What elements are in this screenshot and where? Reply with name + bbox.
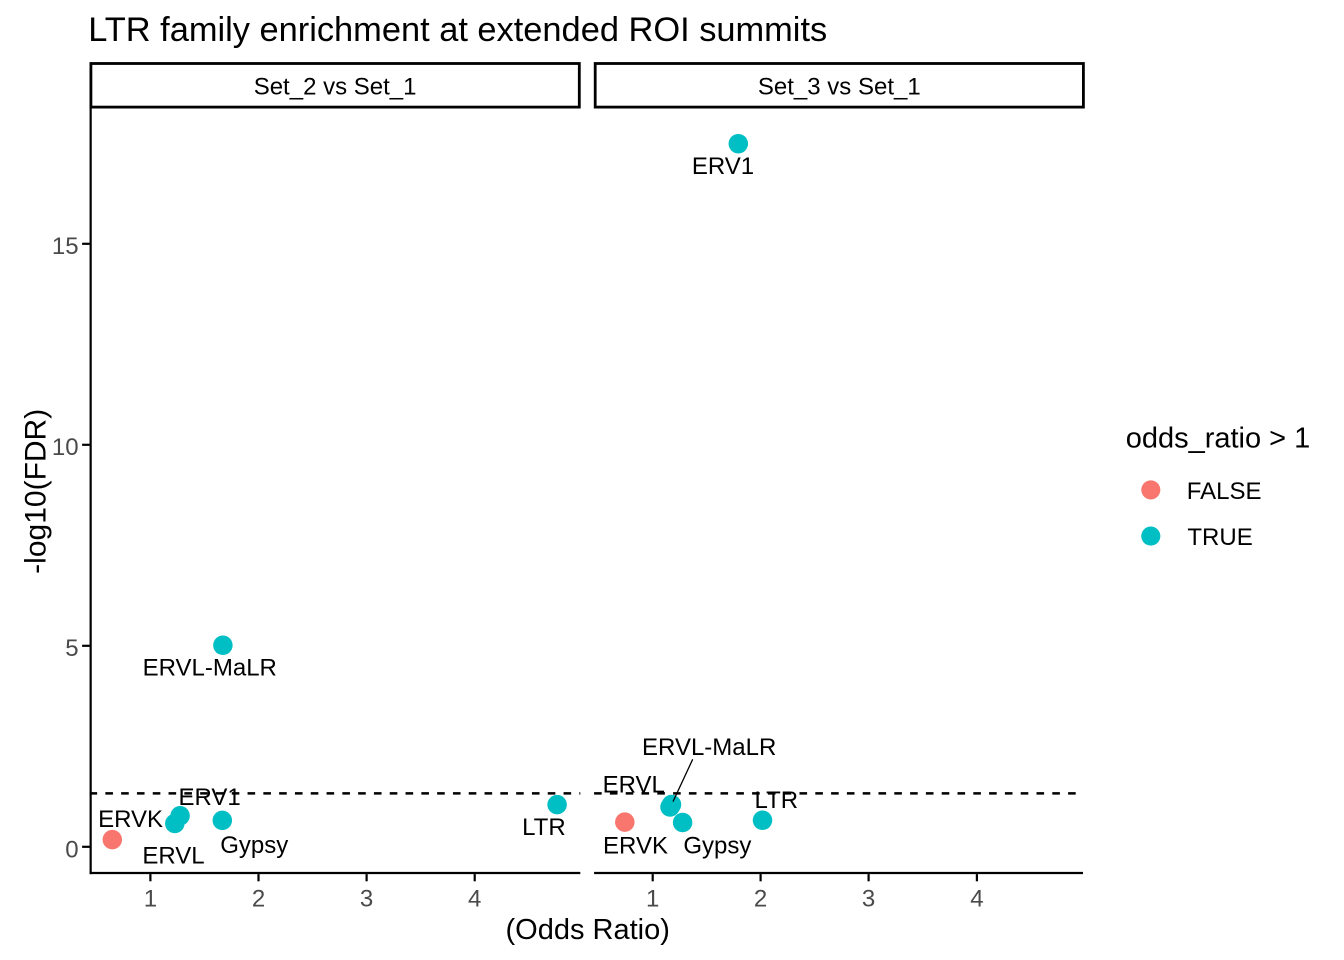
svg-text:(Odds Ratio): (Odds Ratio) — [506, 914, 670, 946]
svg-text:1: 1 — [144, 886, 157, 913]
svg-text:LTR family enrichment at exten: LTR family enrichment at extended ROI su… — [88, 11, 827, 49]
svg-text:TRUE: TRUE — [1187, 524, 1252, 551]
svg-text:ERV1: ERV1 — [692, 153, 754, 180]
svg-text:LTR: LTR — [755, 787, 799, 814]
svg-text:3: 3 — [862, 886, 875, 913]
svg-text:Set_3 vs Set_1: Set_3 vs Set_1 — [758, 73, 921, 100]
svg-text:2: 2 — [252, 886, 265, 913]
svg-text:3: 3 — [360, 886, 373, 913]
svg-text:4: 4 — [970, 886, 983, 913]
svg-text:Gypsy: Gypsy — [220, 832, 288, 859]
svg-text:ERVL: ERVL — [603, 771, 665, 798]
svg-text:4: 4 — [468, 886, 481, 913]
svg-text:15: 15 — [52, 233, 79, 260]
svg-text:ERV1: ERV1 — [178, 784, 240, 811]
svg-text:LTR: LTR — [522, 814, 566, 841]
svg-text:ERVL-MaLR: ERVL-MaLR — [642, 734, 776, 761]
svg-text:ERVL: ERVL — [142, 843, 204, 870]
svg-text:-log10(FDR): -log10(FDR) — [20, 409, 53, 574]
svg-text:Set_2 vs Set_1: Set_2 vs Set_1 — [254, 73, 417, 100]
svg-text:odds_ratio > 1: odds_ratio > 1 — [1126, 423, 1311, 455]
svg-text:1: 1 — [646, 886, 659, 913]
svg-text:5: 5 — [65, 635, 78, 662]
svg-text:2: 2 — [754, 886, 767, 913]
svg-text:0: 0 — [65, 836, 78, 863]
svg-text:10: 10 — [52, 434, 79, 461]
svg-text:ERVK: ERVK — [603, 832, 668, 859]
svg-text:ERVK: ERVK — [98, 806, 163, 833]
svg-text:FALSE: FALSE — [1187, 478, 1262, 505]
svg-text:ERVL-MaLR: ERVL-MaLR — [143, 655, 277, 682]
svg-text:Gypsy: Gypsy — [683, 832, 751, 859]
